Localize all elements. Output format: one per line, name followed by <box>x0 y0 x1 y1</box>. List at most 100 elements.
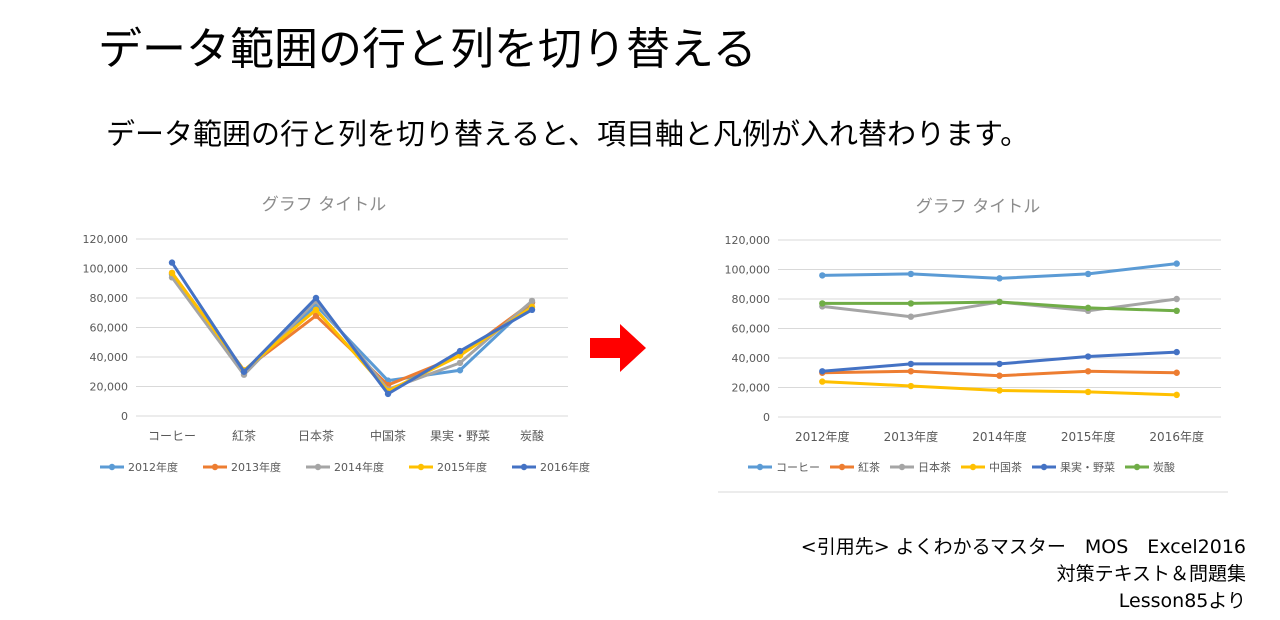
y-tick-label: 60,000 <box>732 323 771 336</box>
x-category-label: 日本茶 <box>298 428 334 443</box>
data-point <box>1173 295 1180 303</box>
data-point <box>996 387 1003 394</box>
data-point <box>1173 348 1180 356</box>
legend-marker <box>108 463 116 471</box>
legend-marker <box>211 463 219 471</box>
y-tick-label: 0 <box>763 411 770 424</box>
data-point <box>907 382 915 390</box>
data-point <box>312 306 320 313</box>
legend-marker <box>969 463 977 471</box>
data-point <box>996 372 1003 379</box>
legend-label: コーヒー <box>776 461 820 474</box>
data-point <box>168 259 176 266</box>
y-tick-label: 100,000 <box>725 264 771 277</box>
arrow-shape <box>590 324 646 372</box>
citation: <引用先> よくわかるマスター MOS Excel2016 対策テキスト＆問題集… <box>801 534 1246 615</box>
legend-label: 2014年度 <box>334 460 384 474</box>
legend-label: 紅茶 <box>858 461 880 474</box>
data-point <box>996 360 1003 368</box>
data-point <box>907 270 915 278</box>
legend-marker <box>838 463 846 471</box>
data-point <box>907 313 915 320</box>
legend-label: 中国茶 <box>989 461 1022 474</box>
data-point <box>456 367 464 374</box>
legend-label: 2015年度 <box>437 460 487 474</box>
chart-title: グラフ タイトル <box>916 197 1040 217</box>
y-tick-label: 80,000 <box>90 292 129 305</box>
right-arrow-icon <box>590 324 646 372</box>
legend-marker <box>1133 463 1141 471</box>
legend-label: 2016年度 <box>540 460 590 474</box>
data-point <box>1173 260 1180 267</box>
data-point <box>312 312 320 319</box>
data-point <box>907 360 915 368</box>
y-tick-label: 60,000 <box>90 322 129 335</box>
data-point <box>819 368 826 375</box>
x-category-label: 果実・野菜 <box>430 428 490 443</box>
x-category-label: 炭酸 <box>520 428 544 443</box>
data-point <box>1173 369 1180 376</box>
y-tick-label: 120,000 <box>83 233 129 246</box>
legend-marker <box>314 463 322 471</box>
data-point <box>312 294 320 302</box>
y-tick-label: 100,000 <box>83 263 129 276</box>
x-category-label: コーヒー <box>148 429 196 443</box>
x-category-label: 中国茶 <box>370 428 406 443</box>
legend-marker <box>756 463 764 471</box>
data-point <box>996 275 1003 282</box>
x-category-label: 2016年度 <box>1149 429 1204 444</box>
data-point <box>1084 368 1092 375</box>
x-category-label: 2014年度 <box>972 429 1027 444</box>
series-line <box>170 271 534 387</box>
legend-marker <box>520 463 528 471</box>
series-line <box>170 271 534 393</box>
data-point <box>907 300 915 307</box>
citation-line-2: 対策テキスト＆問題集 <box>1056 563 1246 585</box>
data-point <box>819 272 826 279</box>
legend-marker <box>1040 463 1048 471</box>
legend-marker <box>417 463 425 471</box>
data-point <box>819 378 826 385</box>
data-point <box>1173 391 1180 399</box>
data-point <box>456 359 464 367</box>
series-line <box>170 275 534 391</box>
data-point <box>168 269 176 277</box>
citation-line-1: <引用先> よくわかるマスター MOS Excel2016 <box>800 536 1246 558</box>
data-point <box>456 352 464 359</box>
y-tick-label: 20,000 <box>90 381 129 394</box>
data-point <box>240 368 248 375</box>
legend-label: 炭酸 <box>1153 460 1175 474</box>
data-point <box>528 306 536 313</box>
legend-marker <box>898 463 906 471</box>
data-point <box>907 368 915 375</box>
x-category-label: 2015年度 <box>1061 429 1116 444</box>
y-tick-label: 120,000 <box>725 234 771 247</box>
data-point <box>456 347 464 355</box>
y-tick-label: 40,000 <box>732 352 771 365</box>
x-category-label: 2013年度 <box>884 429 939 444</box>
series-line <box>170 261 534 396</box>
page-title: データ範囲の行と列を切り替える <box>98 24 757 75</box>
data-point <box>996 298 1003 306</box>
data-point <box>1084 270 1092 278</box>
data-point <box>1173 307 1180 314</box>
chart-title: グラフ タイトル <box>262 195 386 215</box>
data-point <box>1084 353 1092 360</box>
x-category-label: 2012年度 <box>795 429 850 444</box>
chart-before-switch: グラフ タイトル 0 20,000 40,000 60,000 80,000 100,000… <box>83 195 591 474</box>
y-tick-label: 20,000 <box>732 382 771 395</box>
data-point <box>819 300 826 307</box>
data-point <box>384 390 392 398</box>
y-tick-label: 0 <box>121 410 128 423</box>
legend-label: 果実・野菜 <box>1060 460 1115 474</box>
data-point <box>1084 304 1092 312</box>
data-point <box>1084 388 1092 396</box>
page-subtitle: データ範囲の行と列を切り替えると、項目軸と凡例が入れ替わります。 <box>106 117 1030 151</box>
data-point <box>528 297 536 305</box>
chart-after-switch: グラフ タイトル 0 20,000 40,000 60,000 80,000 100,000… <box>718 197 1228 493</box>
legend-label: 2013年度 <box>231 460 281 474</box>
y-tick-label: 40,000 <box>90 351 129 364</box>
citation-line-3: Lesson85より <box>1118 590 1246 612</box>
y-tick-label: 80,000 <box>732 293 771 306</box>
legend-label: 日本茶 <box>918 460 951 474</box>
